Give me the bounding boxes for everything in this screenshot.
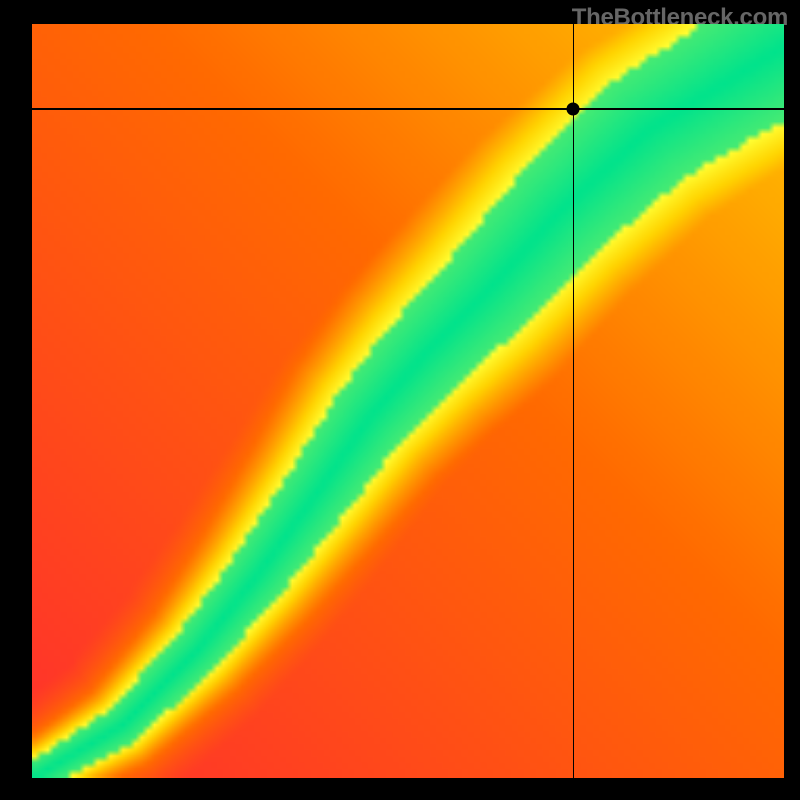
- crosshair-vertical: [573, 24, 575, 778]
- bottleneck-heatmap: [32, 24, 784, 778]
- crosshair-marker: [567, 103, 580, 116]
- heatmap-canvas: [32, 24, 784, 778]
- crosshair-horizontal: [32, 108, 784, 110]
